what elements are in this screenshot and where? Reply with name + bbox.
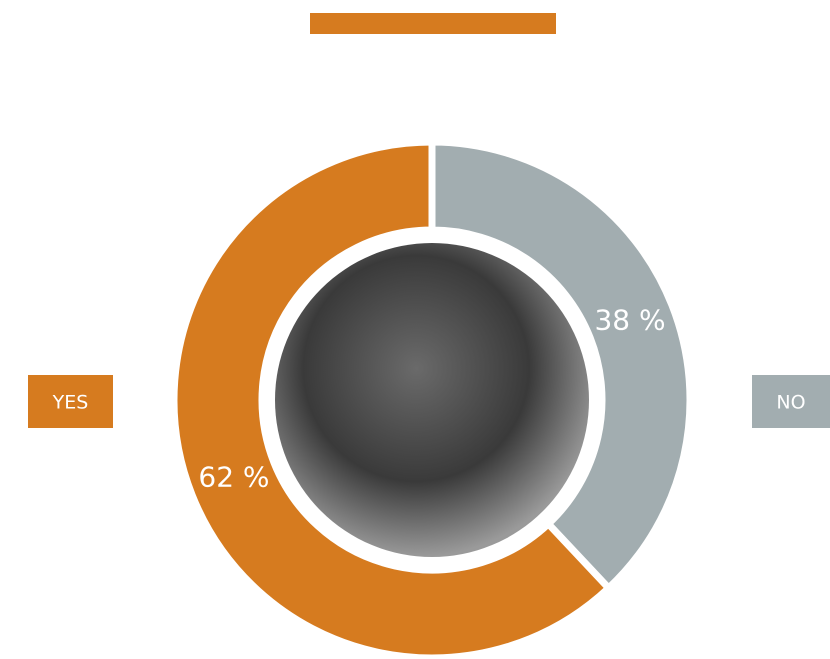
value-label: 38 % (594, 304, 665, 337)
center-photo (275, 243, 589, 557)
header-bar (310, 13, 556, 34)
chart: 38 % 62 % NO YES (0, 0, 830, 659)
legend-label: NO (776, 392, 805, 414)
value-label: 62 % (198, 460, 269, 493)
legend-label: YES (52, 392, 89, 414)
